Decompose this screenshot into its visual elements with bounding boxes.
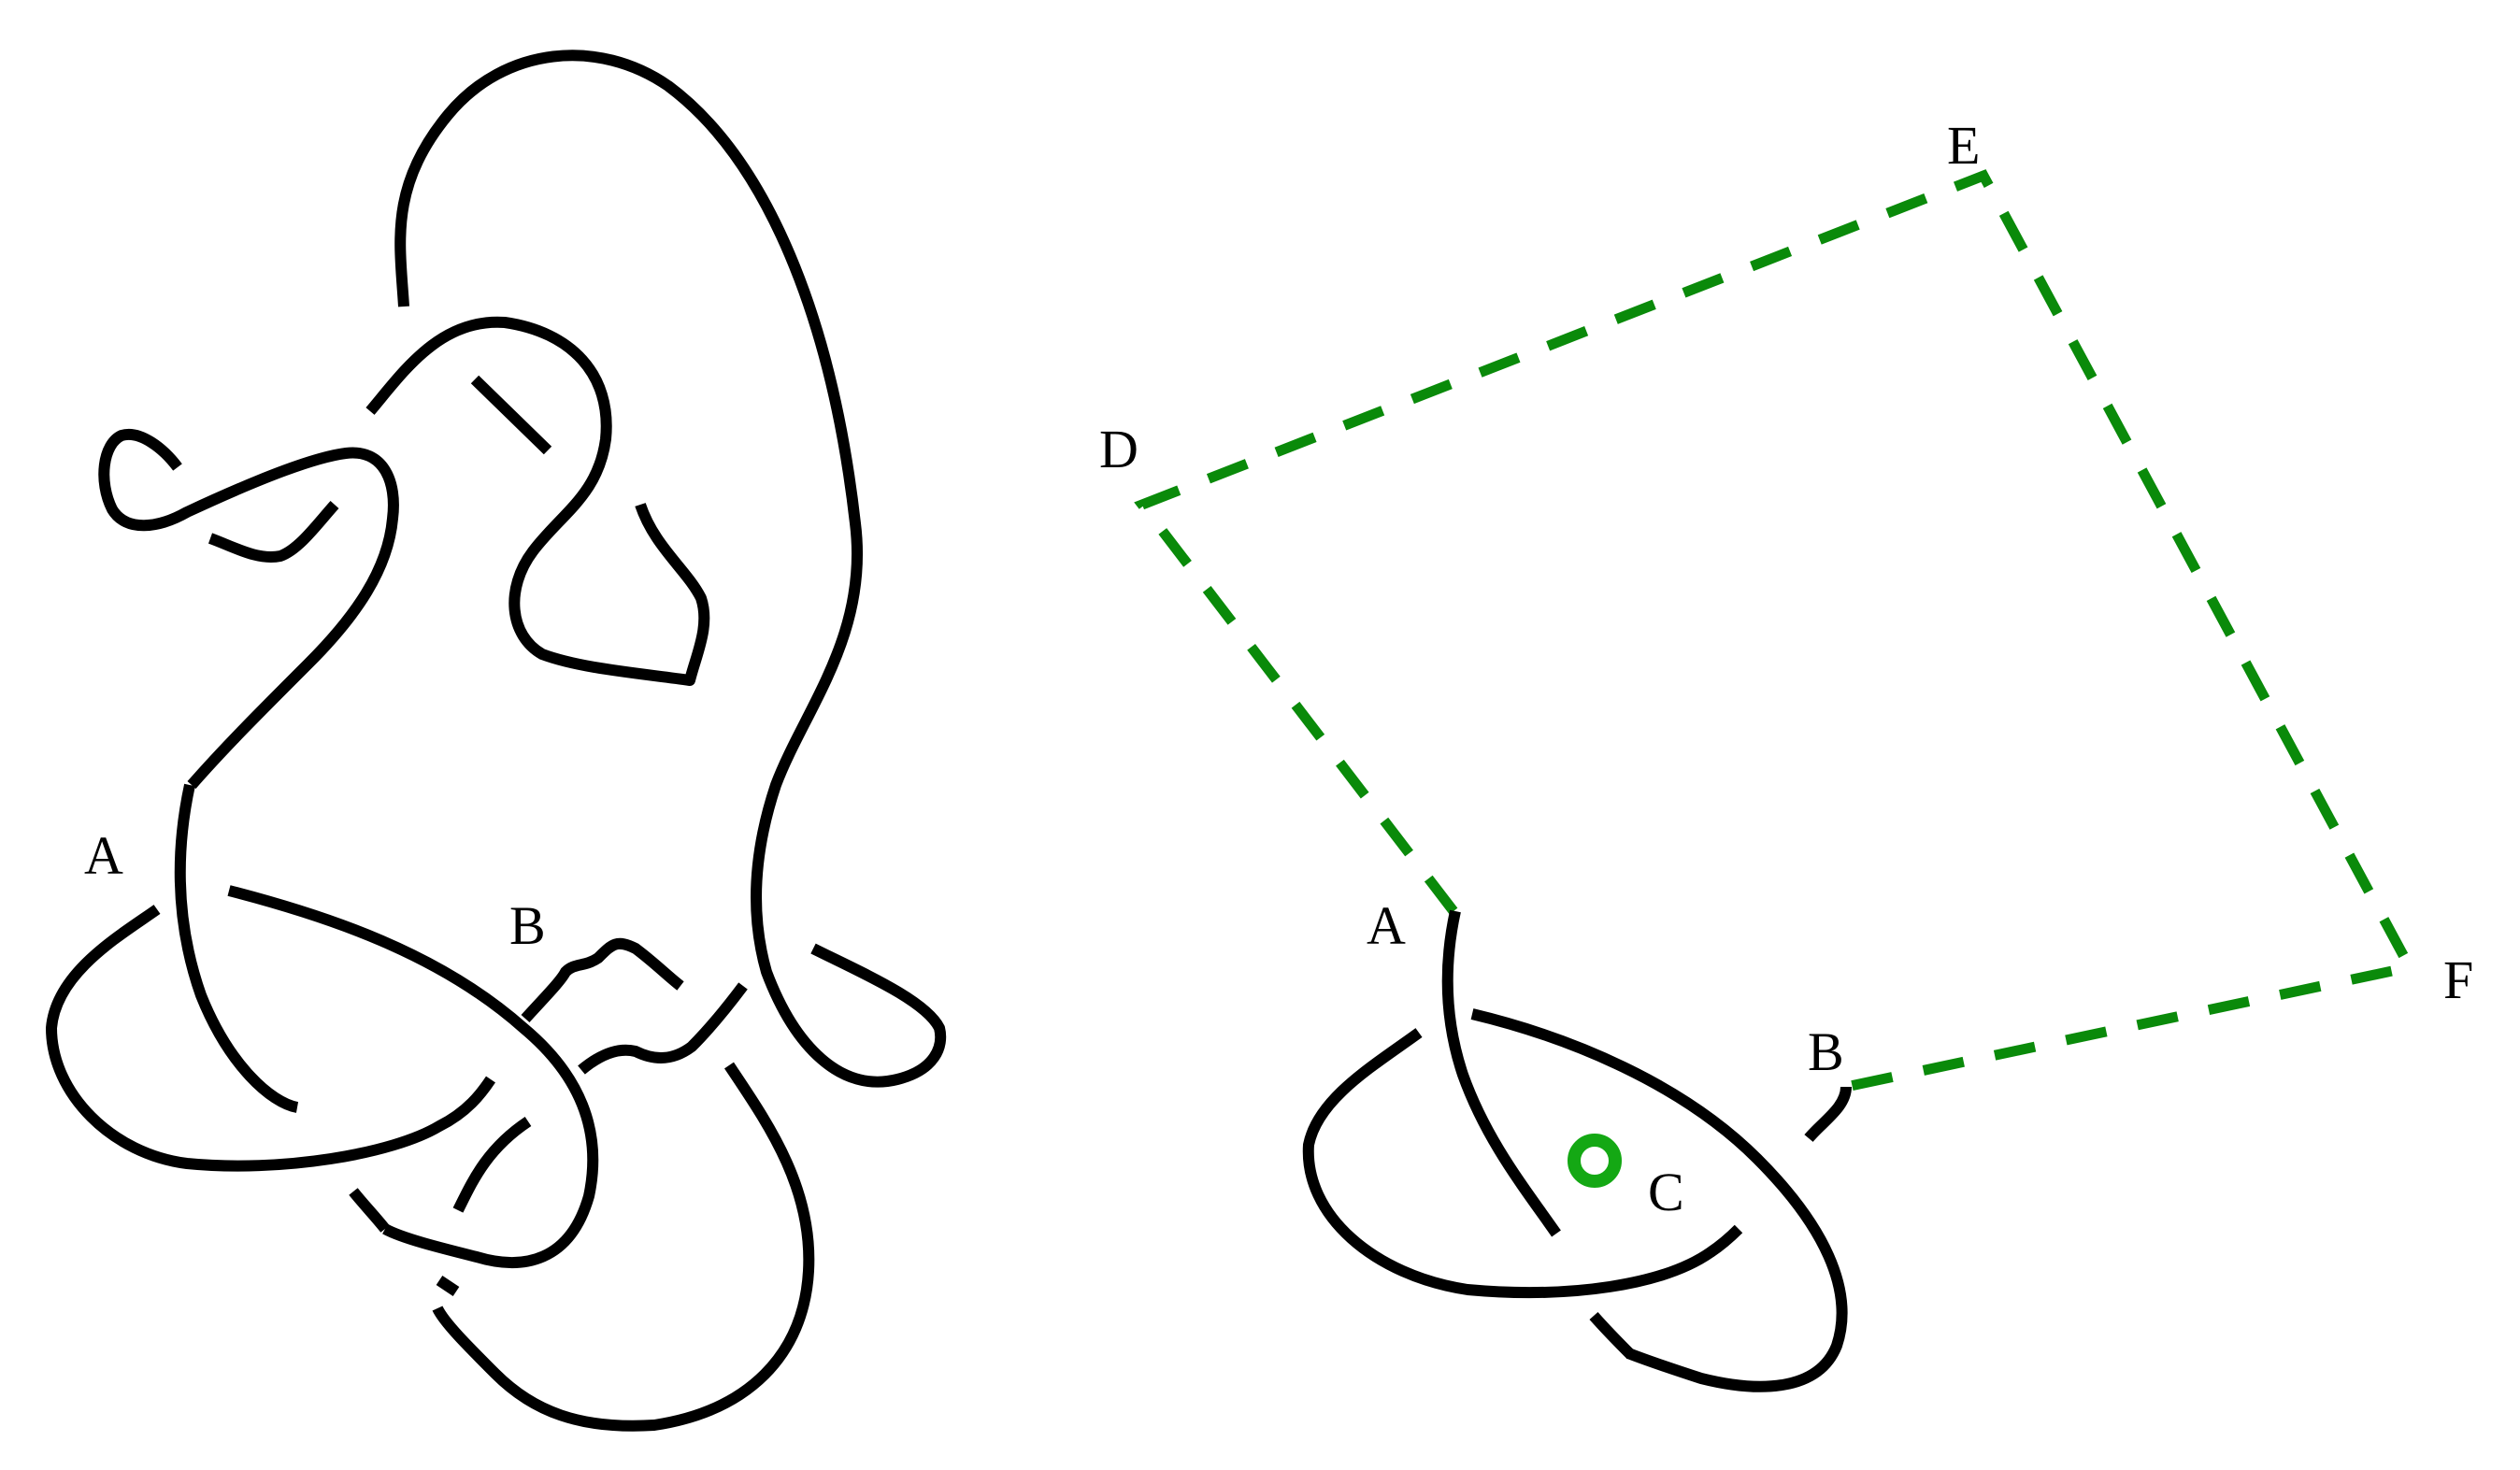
- label-e: E: [1947, 115, 1980, 176]
- strand-right-arc: [1470, 1008, 1848, 1392]
- strand-right-bottom-bit: [1589, 1312, 1636, 1360]
- strand-curl-under: [208, 500, 339, 563]
- strand-b-middle: [578, 982, 748, 1075]
- label-d: D: [1099, 419, 1138, 479]
- strand-top-loop: [394, 50, 947, 1088]
- label-b: B: [509, 895, 546, 956]
- strand-bottom-left-bit: [349, 1188, 390, 1233]
- label-a: A: [1367, 895, 1406, 956]
- strand-right-outer-loop: [1302, 1028, 1743, 1298]
- strand-left-curl: [98, 428, 399, 789]
- label-f: F: [2443, 949, 2473, 1010]
- strand-a-arc: [227, 885, 599, 1268]
- label-a: A: [84, 825, 123, 886]
- strand-lower-loop: [432, 1062, 815, 1432]
- right-figure: A B C D E F: [1099, 115, 2473, 1392]
- marker-c-icon: [1568, 1134, 1622, 1188]
- strand-a-loop: [46, 905, 495, 1172]
- left-knot: A B: [46, 50, 947, 1432]
- strand-diagonal: [470, 375, 552, 455]
- strand-right-vertical: [1441, 909, 1561, 1237]
- dashed-path: [1134, 169, 2418, 1092]
- strand-bottom-tick: [436, 1276, 460, 1296]
- strand-inner-hook: [365, 316, 710, 686]
- strand-a-vertical: [174, 783, 299, 1113]
- strand-right-b-end: [1804, 1086, 1852, 1142]
- strand-b-wiggle: [521, 937, 684, 1023]
- strand-inner-under: [452, 1117, 532, 1213]
- label-b: B: [1808, 1021, 1844, 1082]
- label-c: C: [1648, 1162, 1684, 1222]
